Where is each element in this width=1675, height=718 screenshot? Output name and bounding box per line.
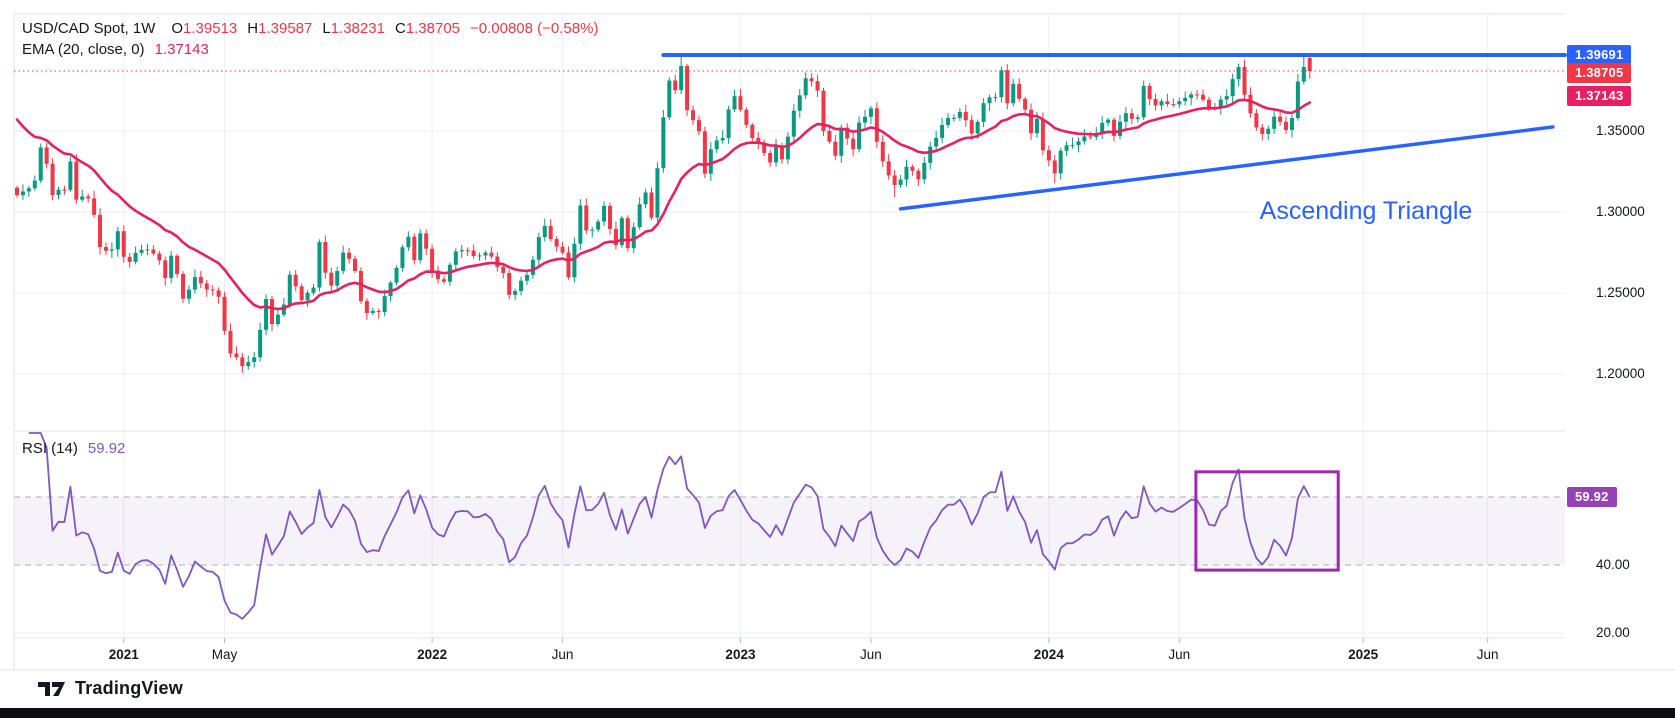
time-tick-label: Jun <box>1476 647 1499 662</box>
resistance-price-badge: 1.39691 <box>1567 45 1632 65</box>
last-price-badge: 1.38705 <box>1567 63 1632 83</box>
high-value: H1.39587 <box>247 20 313 37</box>
bottom-black-bar <box>0 708 1675 718</box>
low-value: L1.38231 <box>322 20 385 37</box>
ema-line[interactable] <box>15 98 1312 311</box>
ema-legend[interactable]: EMA (20, close, 0) 1.37143 <box>22 41 209 58</box>
ema-legend-title[interactable]: EMA (20, close, 0) <box>22 41 145 58</box>
price-tick-label: 1.25000 <box>1596 285 1645 300</box>
change-value: −0.00808 (−0.58%) <box>470 20 599 37</box>
time-tick-label: Jun <box>551 647 574 662</box>
time-tick-label: May <box>211 647 238 662</box>
ascending-triangle-label[interactable]: Ascending Triangle <box>1259 197 1473 225</box>
close-value: C1.38705 <box>394 20 461 37</box>
time-tick-label: 2024 <box>1033 647 1064 662</box>
symbol-legend[interactable]: USD/CAD Spot, 1W O1.39513 H1.39587 L1.38… <box>22 20 598 37</box>
symbol-title[interactable]: USD/CAD Spot, 1W <box>22 20 156 37</box>
support-line[interactable] <box>898 125 1555 211</box>
time-tick-label: 2022 <box>417 647 448 662</box>
time-tick-label: 2023 <box>725 647 756 662</box>
chart-frame <box>0 13 1675 671</box>
tradingview-brand-text: TradingView <box>75 678 183 698</box>
price-tick-label: 1.20000 <box>1596 366 1645 381</box>
rsi-line[interactable] <box>28 432 1311 620</box>
rsi-highlight-box[interactable] <box>1194 470 1340 572</box>
time-tick-label: 2025 <box>1348 647 1379 662</box>
rsi-legend-value: 59.92 <box>87 440 126 457</box>
rsi-legend[interactable]: RSI (14) 59.92 <box>22 440 125 457</box>
rsi-value-badge: 59.92 <box>1567 487 1617 507</box>
price-tick-label: 1.30000 <box>1596 204 1645 219</box>
ema-price-badge: 1.37143 <box>1567 86 1632 106</box>
rsi-tick-label: 20.00 <box>1596 625 1630 640</box>
rsi-tick-label: 40.00 <box>1596 557 1630 572</box>
rsi-band <box>14 497 1565 565</box>
time-tick-label: Jun <box>860 647 882 662</box>
tradingview-footer[interactable]: TradingView <box>38 678 183 699</box>
time-tick-label: Jun <box>1168 647 1191 662</box>
time-tick-label: 2021 <box>108 647 139 662</box>
tradingview-logo-icon <box>38 681 65 696</box>
rsi-legend-title[interactable]: RSI (14) <box>22 440 78 457</box>
candlestick-series[interactable] <box>15 53 1312 373</box>
open-value: O1.39513 <box>171 20 238 37</box>
price-tick-label: 1.35000 <box>1596 123 1645 138</box>
ema-legend-value: 1.37143 <box>154 41 209 58</box>
